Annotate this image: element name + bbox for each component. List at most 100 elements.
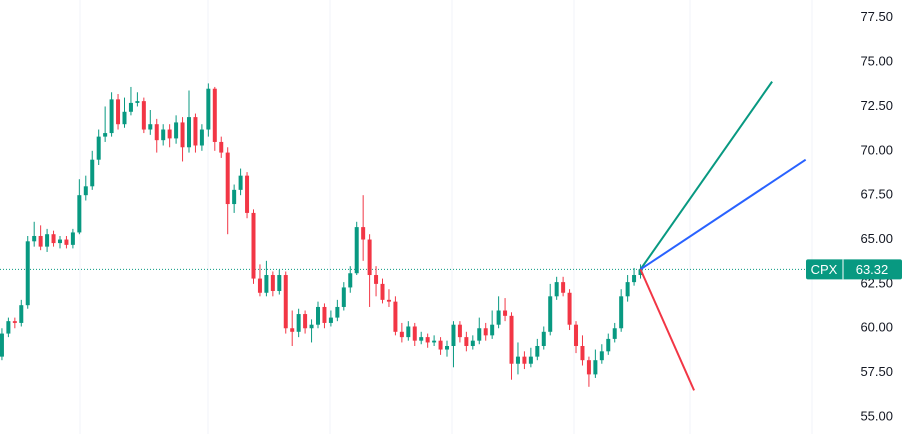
candle-body (386, 299, 391, 302)
candle-body (309, 324, 314, 329)
candle-body (335, 306, 340, 318)
candle-body (535, 345, 540, 357)
candle-body (116, 99, 121, 125)
candle-body (490, 324, 495, 336)
candle-body (354, 227, 359, 274)
candle-body (528, 356, 533, 364)
candle-body (212, 88, 217, 142)
candle-body (19, 305, 24, 323)
projection-line (639, 81, 773, 270)
candle-body (464, 337, 469, 346)
y-tick-label: 67.50 (860, 187, 893, 202)
candle-body (90, 159, 95, 187)
candle-body (316, 306, 321, 325)
candle-body (425, 337, 430, 343)
candle-body (96, 136, 101, 160)
candle-body (619, 296, 624, 329)
candle-body (303, 314, 308, 329)
candle-body (374, 275, 379, 284)
candle-body (270, 275, 275, 291)
candle-body (245, 175, 250, 213)
candle-body (599, 351, 604, 361)
candle-body (503, 310, 508, 316)
candle-body (322, 306, 327, 323)
candle-body (225, 152, 230, 205)
candle-body (393, 301, 398, 332)
candle-body (580, 345, 585, 361)
candle-body (135, 101, 140, 103)
candle-body (186, 117, 191, 148)
candle-body (141, 101, 146, 130)
candle-body (70, 232, 75, 245)
candle-body (277, 275, 282, 291)
candle-body (406, 326, 411, 338)
candle-body (264, 275, 269, 293)
candle-body (45, 234, 50, 247)
candle-body (361, 227, 366, 240)
candle-body (477, 328, 482, 341)
candle-body (399, 331, 404, 338)
price-symbol: CPX (811, 262, 838, 277)
candle-body (586, 360, 591, 375)
candle-body (232, 189, 237, 205)
y-tick-label: 65.00 (860, 231, 893, 246)
candle-body (522, 356, 527, 364)
candle-body (451, 324, 456, 346)
candle-body (341, 287, 346, 307)
candle-body (12, 321, 17, 323)
candle-body (251, 212, 256, 279)
candle-body (348, 273, 353, 288)
candle-body (38, 235, 43, 247)
candle-body (128, 102, 133, 112)
candle-body (606, 338, 611, 352)
y-tick-label: 75.00 (860, 54, 893, 69)
candle-body (567, 292, 572, 325)
candle-body (283, 275, 288, 329)
candle-body (632, 275, 637, 283)
candle-body (612, 328, 617, 339)
candle-body (541, 331, 546, 346)
candle-body (83, 186, 88, 196)
candle-body (180, 122, 185, 148)
projection-line (639, 158, 807, 271)
candle-body (103, 133, 108, 137)
candle-body (419, 337, 424, 341)
candle-body (32, 235, 37, 242)
candle-body (238, 175, 243, 190)
y-tick-label: 77.50 (860, 9, 893, 24)
candle-body (438, 340, 443, 350)
candle-body (109, 99, 114, 134)
candle-body (638, 269, 643, 276)
candle-body (432, 340, 437, 343)
candle-body (380, 283, 385, 300)
projection-line (639, 268, 695, 391)
candle-body (122, 111, 127, 125)
y-tick-label: 70.00 (860, 142, 893, 157)
candle-body (412, 326, 417, 341)
vertical-grid (79, 0, 813, 434)
candle-body (515, 356, 520, 364)
price-value: 63.32 (856, 262, 889, 277)
candle-body (206, 88, 211, 130)
candle-body (161, 129, 166, 141)
candle-body (6, 321, 11, 334)
candle-body (57, 239, 62, 244)
candle-body (257, 278, 262, 293)
candle-body (290, 328, 295, 332)
candle-body (199, 129, 204, 146)
candle-body (457, 324, 462, 338)
y-tick-label: 60.00 (860, 320, 893, 335)
candle-body (593, 360, 598, 375)
candle-body (167, 129, 172, 139)
candle-body (496, 310, 501, 325)
candle-body (554, 282, 559, 297)
candle-body (445, 345, 450, 350)
candle-body (509, 315, 514, 364)
y-tick-label: 55.00 (860, 408, 893, 423)
candle-body (64, 239, 69, 245)
y-tick-label: 72.50 (860, 98, 893, 113)
candle-body (296, 314, 301, 332)
candle-body (174, 122, 179, 139)
candle-body (154, 124, 159, 141)
